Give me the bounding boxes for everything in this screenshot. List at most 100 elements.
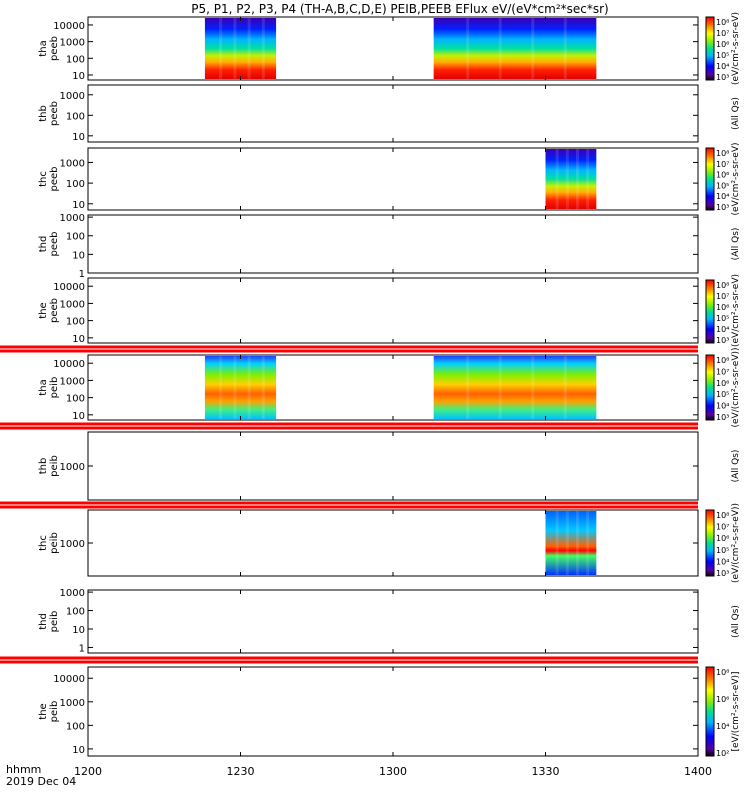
x-axis: 1200 1230 1300 1330 1400 xyxy=(74,765,712,778)
date-label: 2019 Dec 04 xyxy=(6,775,76,788)
colorbar-tick-label: 10⁵ xyxy=(716,181,729,190)
colorbar-tick-label: 10³ xyxy=(716,413,729,422)
colorbar-tick-label: 10⁷ xyxy=(716,29,729,38)
y-axis-label: thcpeeb xyxy=(38,167,60,192)
y-axis-label: thapeib xyxy=(38,377,60,399)
colorbar xyxy=(705,279,715,344)
spectrogram-block xyxy=(545,511,597,575)
colorbar-label: (eV/cm²-s-sr-eV) xyxy=(731,274,741,347)
y-axis-label: thdpeib xyxy=(38,611,60,633)
y-tick-label: 1000 xyxy=(60,213,85,224)
colorbar-tick-label: 10⁴ xyxy=(716,402,729,411)
separator-backdrop xyxy=(0,501,698,509)
colorbar xyxy=(705,666,715,757)
x-tick-label: 1200 xyxy=(74,765,102,778)
y-axis-label: thbpeib xyxy=(38,455,60,477)
colorbar-tick-label: 10⁶ xyxy=(716,40,729,49)
spectrogram-streak xyxy=(219,18,223,79)
colorbar-tick-label: 10⁴ xyxy=(716,325,729,334)
spectrogram-streak xyxy=(498,18,502,79)
spectrogram-streak xyxy=(555,149,559,209)
y-tick-label: 1000 xyxy=(60,462,85,473)
panel-tha-peib: 10 100 1000 10000 thapeib 10³ 10⁴ 10⁵ 10⁶ 10⁷ 10⁸(… xyxy=(38,347,741,427)
colorbar-tick-label: 10⁸ xyxy=(716,356,729,365)
colorbar-tick-label: 10⁷ xyxy=(716,160,729,169)
colorbar-tick-label: 10⁶ xyxy=(716,303,729,312)
y-tick-label: 100 xyxy=(66,232,85,243)
spectrogram-block xyxy=(433,18,597,79)
chart-title: P5, P1, P2, P3, P4 (TH-A,B,C,D,E) PEIB,P… xyxy=(191,2,608,16)
colorbar-tick-label: 10⁴ xyxy=(716,62,729,71)
colorbar-label: (All Qs) xyxy=(731,97,741,130)
colorbar-tick-label: 10⁴ xyxy=(716,722,729,731)
spectrogram-streak xyxy=(565,149,569,209)
colorbar-tick-label: 10⁷ xyxy=(716,523,729,532)
spectrogram-streak xyxy=(576,511,579,575)
colorbar-tick-label: 10⁴ xyxy=(716,557,729,566)
x-tick-label: 1300 xyxy=(379,765,407,778)
colorbar xyxy=(705,147,715,211)
y-tick-label: 100 xyxy=(66,721,85,732)
colorbar-tick-label: 10³ xyxy=(716,569,729,578)
colorbar-tick-label: 10⁵ xyxy=(716,51,729,60)
spectrogram-streak xyxy=(563,18,567,79)
y-tick-label: 10000 xyxy=(53,21,85,32)
colorbar-tick-label: 10⁴ xyxy=(716,192,729,201)
colorbar-tick-label: 10⁶ xyxy=(716,534,729,543)
time-axis-label: hhmm xyxy=(6,763,41,776)
panel-the-peib: 10 100 1000 10000 thepeib 10² 10⁴ 10⁶ 10⁸ [eV/(cm… xyxy=(38,666,741,758)
panel-group: 10100100010000thapeeb10³10⁴10⁵10⁶10⁷10⁸(… xyxy=(0,12,741,758)
y-tick-label: 10000 xyxy=(53,674,85,685)
y-tick-label: 1000 xyxy=(60,91,85,102)
colorbar xyxy=(705,509,715,577)
colorbar-tick-label: 10² xyxy=(716,749,729,758)
spectrogram-streak xyxy=(247,356,251,419)
y-axis-label: thcpeib xyxy=(38,532,60,554)
colorbar-tick-label: 10⁵ xyxy=(716,546,729,555)
y-tick-label: 1000 xyxy=(60,588,85,599)
colorbar-label: (eV/(cm²-s-sr-eV)) xyxy=(731,347,741,427)
y-tick-label: 10 xyxy=(72,745,85,756)
spectrogram-streak xyxy=(586,511,590,575)
y-tick-label: 1000 xyxy=(60,376,85,387)
y-tick-label: 10000 xyxy=(53,282,85,293)
colorbar-tick-label: 10⁶ xyxy=(716,379,729,388)
colorbar-tick-label: 10⁸ xyxy=(716,18,729,27)
separator-backdrop xyxy=(0,656,698,664)
colorbar-label: (eV/(cm²-s-sr-eV)) xyxy=(731,503,741,583)
colorbar-tick-label: 10⁵ xyxy=(716,390,729,399)
spectrogram-streak xyxy=(247,18,251,79)
separator-backdrop xyxy=(0,345,698,353)
y-tick-label: 100 xyxy=(66,111,85,122)
y-tick-label: 100 xyxy=(66,317,85,328)
y-tick-label: 100 xyxy=(66,394,85,405)
y-tick-label: 1 xyxy=(79,643,85,654)
spectrogram-streak xyxy=(233,18,237,79)
spectrogram-streak xyxy=(555,511,559,575)
panel-background xyxy=(88,432,698,500)
x-tick-label: 1330 xyxy=(532,765,560,778)
panel-background xyxy=(88,590,698,653)
y-axis-label: thapeeb xyxy=(38,36,60,61)
y-tick-label: 1000 xyxy=(60,158,85,169)
spectrogram-streak xyxy=(531,18,535,79)
y-tick-label: 100 xyxy=(66,54,85,65)
x-tick-label: 1400 xyxy=(684,765,712,778)
spectrogram-streak xyxy=(466,18,470,79)
colorbar-tick-label: 10⁶ xyxy=(716,171,729,180)
spectrogram-streak xyxy=(586,149,590,209)
panel-thd-peib: 1 10 100 1000 thdpeib (All Qs) xyxy=(38,588,741,654)
colorbar-label: (eV/cm²-s-sr-eV) xyxy=(731,142,741,215)
panel-background xyxy=(88,85,698,142)
y-tick-label: 10 xyxy=(72,334,85,345)
y-tick-label: 1000 xyxy=(60,299,85,310)
spectrogram-streak xyxy=(563,356,567,419)
colorbar-label: (All Qs) xyxy=(731,605,741,638)
y-tick-label: 1000 xyxy=(60,539,85,550)
colorbar-label: [eV/(cm²-s-sr-eV)] xyxy=(731,671,741,751)
spectrogram-streak xyxy=(261,356,265,419)
y-tick-label: 10 xyxy=(72,132,85,143)
